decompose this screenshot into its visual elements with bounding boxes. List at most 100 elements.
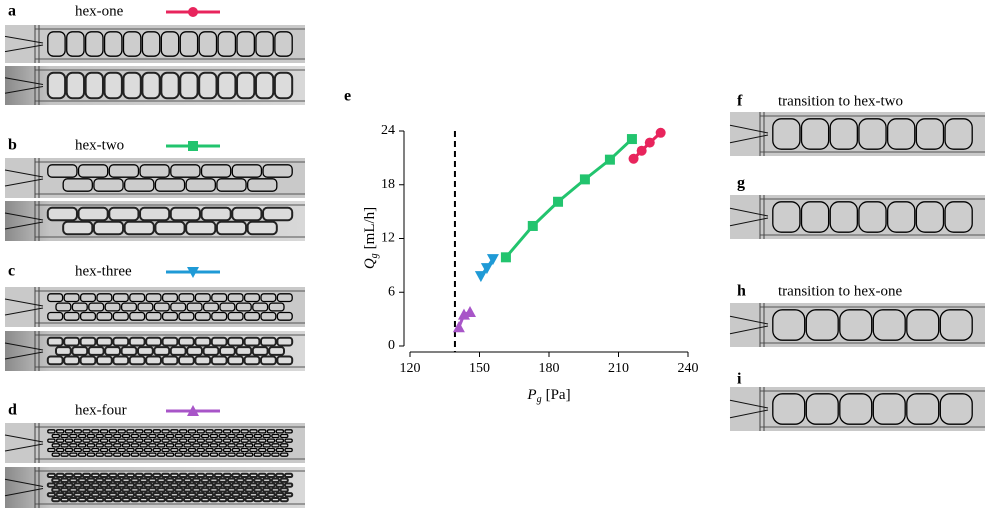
droplet bbox=[285, 493, 292, 496]
droplet bbox=[773, 202, 800, 232]
droplet bbox=[285, 474, 292, 477]
droplet bbox=[52, 444, 59, 447]
droplet bbox=[202, 479, 209, 482]
droplet bbox=[123, 32, 140, 56]
droplet bbox=[57, 439, 64, 442]
droplet bbox=[204, 347, 219, 355]
droplet bbox=[171, 347, 186, 355]
droplet bbox=[122, 444, 129, 447]
droplet bbox=[89, 347, 104, 355]
droplet bbox=[281, 488, 288, 491]
droplet bbox=[158, 498, 165, 501]
droplet bbox=[276, 430, 283, 433]
droplet bbox=[72, 303, 87, 311]
droplet bbox=[802, 202, 829, 232]
axis-subscript: g bbox=[369, 253, 380, 258]
droplet bbox=[210, 453, 217, 456]
droplet bbox=[241, 493, 248, 496]
droplet bbox=[245, 356, 260, 364]
droplet bbox=[166, 479, 173, 482]
droplet bbox=[241, 448, 248, 451]
droplet bbox=[184, 453, 191, 456]
droplet bbox=[83, 448, 90, 451]
droplet bbox=[180, 474, 187, 477]
droplet bbox=[245, 338, 260, 346]
droplet bbox=[56, 347, 71, 355]
droplet bbox=[206, 474, 213, 477]
droplet bbox=[105, 444, 112, 447]
droplet bbox=[263, 498, 270, 501]
droplet bbox=[122, 479, 129, 482]
droplet bbox=[136, 448, 143, 451]
droplet bbox=[52, 434, 59, 437]
droplet bbox=[237, 444, 244, 447]
droplet bbox=[241, 483, 248, 486]
droplet bbox=[212, 338, 227, 346]
channel-image bbox=[5, 201, 305, 241]
droplet bbox=[109, 493, 116, 496]
droplet bbox=[149, 453, 156, 456]
droplet bbox=[219, 444, 226, 447]
droplet bbox=[195, 294, 210, 302]
droplet bbox=[224, 483, 231, 486]
droplet bbox=[237, 73, 254, 98]
droplet bbox=[153, 493, 160, 496]
droplet bbox=[228, 488, 235, 491]
droplet bbox=[162, 430, 169, 433]
axis-label: Pg[Pa] bbox=[526, 387, 570, 405]
droplet bbox=[193, 453, 200, 456]
droplet bbox=[105, 73, 122, 98]
droplet bbox=[74, 430, 81, 433]
droplet bbox=[114, 444, 121, 447]
droplet bbox=[140, 498, 147, 501]
droplet bbox=[267, 483, 274, 486]
droplet bbox=[188, 439, 195, 442]
droplet bbox=[87, 479, 94, 482]
droplet bbox=[197, 483, 204, 486]
droplet bbox=[166, 453, 173, 456]
droplet bbox=[193, 488, 200, 491]
droplet bbox=[87, 488, 94, 491]
droplet bbox=[97, 294, 112, 302]
x-tick-label: 120 bbox=[400, 361, 421, 376]
droplet bbox=[79, 498, 86, 501]
droplet bbox=[131, 453, 138, 456]
droplet bbox=[130, 338, 145, 346]
droplet bbox=[248, 222, 277, 234]
droplet bbox=[131, 479, 138, 482]
droplet bbox=[276, 448, 283, 451]
droplet bbox=[188, 483, 195, 486]
legend-marker bbox=[188, 7, 198, 17]
droplet bbox=[114, 453, 121, 456]
droplet bbox=[171, 493, 178, 496]
droplet bbox=[232, 493, 239, 496]
droplet bbox=[277, 294, 292, 302]
droplet bbox=[131, 444, 138, 447]
droplet bbox=[144, 483, 151, 486]
droplet bbox=[907, 394, 939, 424]
droplet bbox=[228, 294, 243, 302]
y-tick-label: 18 bbox=[381, 177, 395, 192]
droplet bbox=[70, 444, 77, 447]
droplet bbox=[237, 453, 244, 456]
droplet bbox=[118, 474, 125, 477]
droplet bbox=[154, 303, 169, 311]
y-tick-label: 12 bbox=[381, 231, 395, 246]
axis-unit: [Pa] bbox=[546, 387, 571, 403]
droplet bbox=[272, 453, 279, 456]
droplet bbox=[232, 439, 239, 442]
axis-symbol: P bbox=[526, 387, 536, 403]
droplet bbox=[202, 434, 209, 437]
droplet bbox=[281, 444, 288, 447]
droplet bbox=[873, 394, 905, 424]
droplet bbox=[123, 73, 140, 98]
droplet bbox=[83, 493, 90, 496]
droplet bbox=[64, 338, 79, 346]
y-tick-label: 6 bbox=[388, 284, 395, 299]
droplet bbox=[237, 479, 244, 482]
droplet bbox=[180, 32, 197, 56]
legend-label: hex-three bbox=[75, 263, 132, 279]
droplet bbox=[232, 474, 239, 477]
droplet bbox=[48, 338, 63, 346]
droplet bbox=[175, 488, 182, 491]
